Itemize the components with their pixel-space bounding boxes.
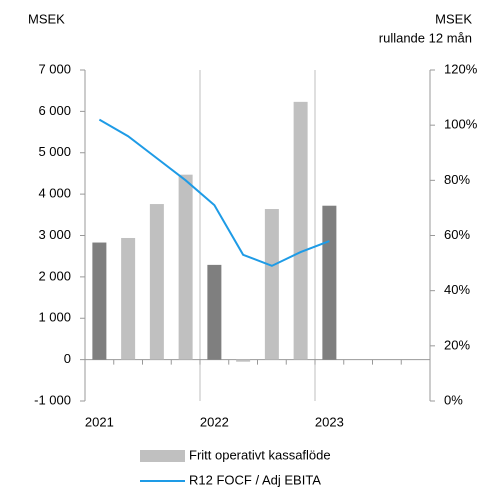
bar: [293, 101, 308, 360]
y2-tick-label: 40%: [444, 282, 470, 297]
y-tick-label: 2 000: [38, 268, 71, 283]
y2-tick-label: 80%: [444, 172, 470, 187]
y-tick-label: 4 000: [38, 186, 71, 201]
bar: [92, 242, 107, 360]
y2-axis-label: MSEK: [435, 11, 472, 26]
bar: [121, 237, 136, 360]
legend-swatch: [140, 450, 185, 462]
y2-tick-label: 100%: [444, 117, 478, 132]
y-tick-label: 6 000: [38, 103, 71, 118]
y-tick-label: 0: [64, 351, 71, 366]
y-tick-label: 7 000: [38, 61, 71, 76]
bar: [149, 204, 164, 360]
y2-tick-label: 0%: [444, 392, 463, 407]
bar: [322, 205, 337, 360]
bar: [178, 174, 193, 360]
y-tick-label: 1 000: [38, 310, 71, 325]
y-tick-label: 5 000: [38, 144, 71, 159]
bar: [264, 209, 279, 360]
y2-tick-label: 60%: [444, 227, 470, 242]
y-tick-label: 3 000: [38, 227, 71, 242]
x-tick-label: 2022: [200, 414, 229, 429]
bar: [207, 264, 222, 360]
legend-label: R12 FOCF / Adj EBITA: [189, 472, 321, 487]
bar: [236, 359, 251, 362]
line: [98, 118, 330, 267]
x-tick-label: 2023: [315, 414, 344, 429]
x-tick-label: 2021: [85, 414, 114, 429]
y2-axis-label: rullande 12 mån: [379, 30, 472, 45]
y-axis-label: MSEK: [28, 11, 65, 26]
legend-label: Fritt operativt kassaflöde: [189, 447, 331, 462]
y-tick-label: -1 000: [34, 392, 71, 407]
y2-tick-label: 20%: [444, 337, 470, 352]
y2-tick-label: 120%: [444, 61, 478, 76]
